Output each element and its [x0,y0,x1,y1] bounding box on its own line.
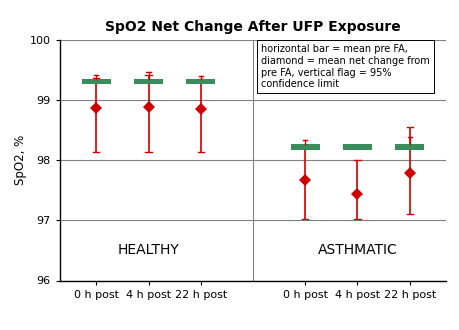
Text: horizontal bar = mean pre FA,
diamond = mean net change from
pre FA, vertical fl: horizontal bar = mean pre FA, diamond = … [260,45,429,89]
Bar [290,144,319,149]
Bar [342,144,371,149]
Bar [394,144,423,149]
Bar [82,79,111,84]
Y-axis label: SpO2, %: SpO2, % [14,135,27,185]
Bar [134,79,163,84]
Title: SpO2 Net Change After UFP Exposure: SpO2 Net Change After UFP Exposure [105,20,400,34]
Text: HEALTHY: HEALTHY [118,244,179,257]
Text: ASTHMATIC: ASTHMATIC [317,244,397,257]
Bar [186,79,215,84]
